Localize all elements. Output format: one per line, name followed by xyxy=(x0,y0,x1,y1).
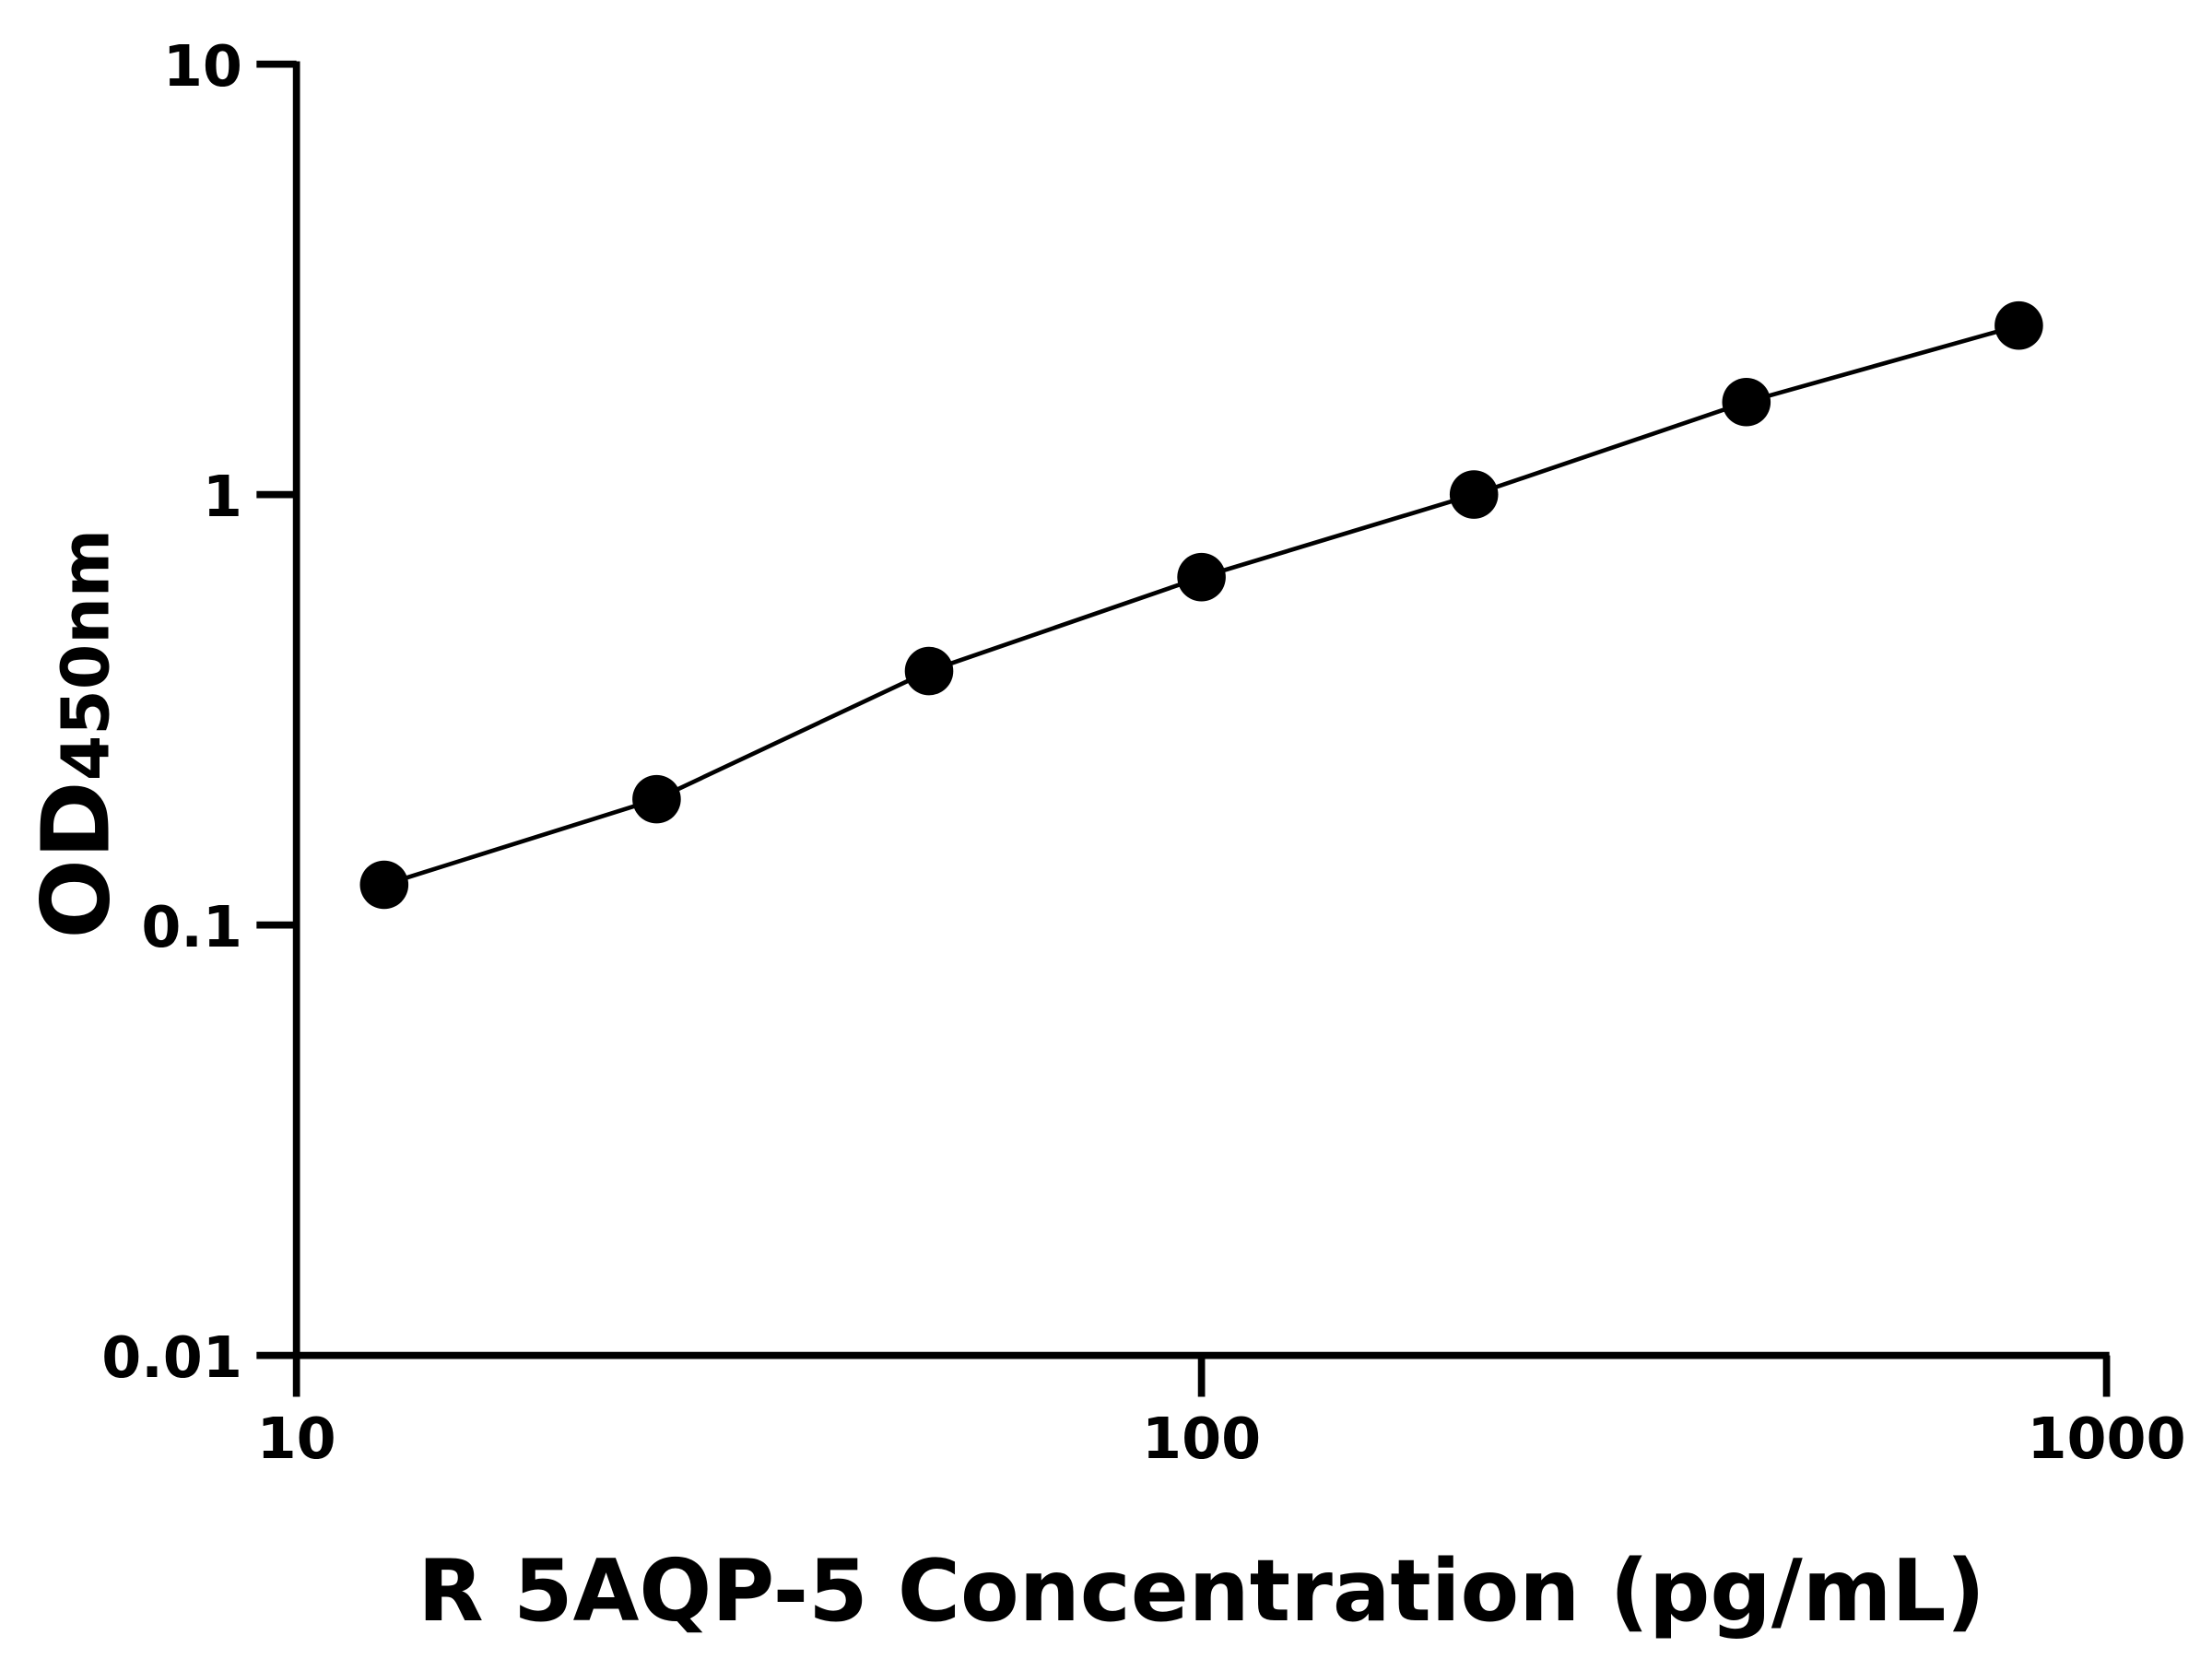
series-line xyxy=(383,323,2020,888)
data-point xyxy=(359,860,409,910)
data-point xyxy=(1177,552,1226,602)
y-axis-label: OD450nm xyxy=(22,529,132,939)
y-axis-label-subscript: 450nm xyxy=(48,529,124,781)
data-point xyxy=(1722,377,1771,427)
data-point xyxy=(1449,470,1499,519)
y-ticks: 0.01 0.1 1 10 xyxy=(101,33,297,1391)
data-point xyxy=(904,646,954,696)
y-axis-label-main: OD xyxy=(22,781,132,938)
data-point xyxy=(632,774,681,824)
x-axis-label: R 5AQP-5 Concentration (pg/mL) xyxy=(418,1541,1985,1641)
data-point xyxy=(1994,300,2043,350)
y-tick-label: 0.1 xyxy=(141,894,242,960)
data-points xyxy=(359,300,2043,910)
x-tick-label: 1000 xyxy=(2028,1406,2186,1472)
x-tick-label: 10 xyxy=(257,1406,336,1472)
y-tick-label: 10 xyxy=(163,33,242,100)
x-ticks: 10 100 1000 xyxy=(257,1355,2186,1472)
y-tick-label: 1 xyxy=(203,464,242,530)
axes xyxy=(292,61,2110,1359)
x-tick-label: 100 xyxy=(1142,1406,1261,1472)
y-tick-label: 0.01 xyxy=(101,1324,242,1391)
